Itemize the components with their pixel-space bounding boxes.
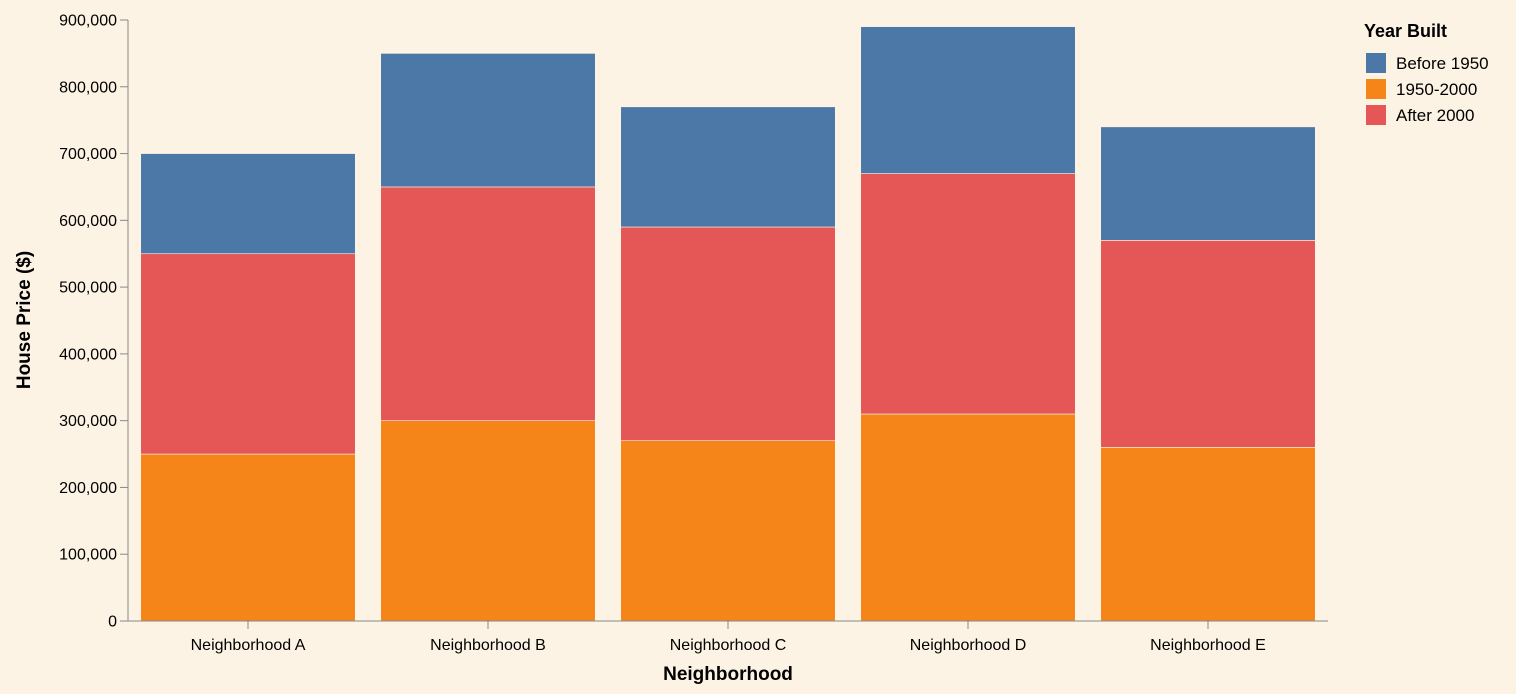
y-axis: 0 100,000 200,000 300,000 400,000 500,000 600,… <box>59 13 129 631</box>
bar-4-series-1 <box>860 413 1076 622</box>
bar-1-series-2 <box>140 253 356 455</box>
x-tick-label: Neighborhood A <box>191 637 306 654</box>
legend-label: 1950-2000 <box>1396 80 1477 99</box>
bar-2-series-2 <box>380 186 596 421</box>
legend: Year Built Before 1950 1950-2000 After 200… <box>1364 21 1489 125</box>
bar-5-series-3 <box>1100 126 1316 241</box>
legend-title: Year Built <box>1364 21 1447 41</box>
y-tick-label: 400,000 <box>59 346 117 363</box>
legend-label: After 2000 <box>1396 106 1474 125</box>
bars-layer <box>140 26 1316 622</box>
y-tick-label: 500,000 <box>59 280 117 297</box>
bar-1-series-3 <box>140 153 356 255</box>
legend-swatch <box>1366 105 1386 125</box>
bar-4-series-2 <box>860 173 1076 415</box>
x-tick-label: Neighborhood D <box>910 637 1027 654</box>
y-tick-label: 900,000 <box>59 13 117 30</box>
x-axis-title: Neighborhood <box>663 664 793 685</box>
y-tick-label: 800,000 <box>59 79 117 96</box>
y-tick-label: 0 <box>108 614 117 631</box>
y-axis-title: House Price ($) <box>14 251 35 389</box>
bar-5-series-2 <box>1100 240 1316 448</box>
x-tick-label: Neighborhood B <box>430 637 546 654</box>
bar-3-series-3 <box>620 106 836 228</box>
x-tick-label: Neighborhood C <box>670 637 787 654</box>
legend-label: Before 1950 <box>1396 54 1489 73</box>
x-tick-label: Neighborhood E <box>1150 637 1266 654</box>
bar-2-series-3 <box>380 53 596 188</box>
y-tick-label: 700,000 <box>59 146 117 163</box>
bar-2-series-1 <box>380 420 596 622</box>
bar-4-series-3 <box>860 26 1076 174</box>
y-tick-label: 100,000 <box>59 547 117 564</box>
bar-5-series-1 <box>1100 447 1316 622</box>
legend-swatch <box>1366 79 1386 99</box>
y-tick-label: 200,000 <box>59 480 117 497</box>
bar-1-series-1 <box>140 453 356 622</box>
bar-3-series-2 <box>620 226 836 441</box>
y-tick-label: 300,000 <box>59 413 117 430</box>
bar-3-series-1 <box>620 440 836 622</box>
x-axis: Neighborhood A Neighborhood B Neighborhood… <box>128 620 1328 654</box>
y-tick-label: 600,000 <box>59 213 117 230</box>
legend-swatch <box>1366 53 1386 73</box>
